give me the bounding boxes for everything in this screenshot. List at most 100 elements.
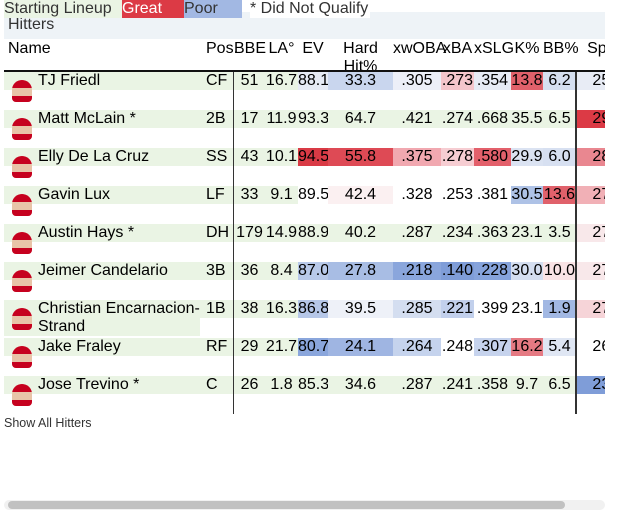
stat-cell: .273 bbox=[441, 72, 474, 91]
stat-cell: 2B bbox=[200, 110, 234, 129]
divider bbox=[575, 72, 577, 414]
stat-cell: .668 bbox=[474, 110, 511, 129]
column-header: Pos. bbox=[206, 40, 239, 57]
player-avatar bbox=[12, 80, 32, 102]
stat-cell: .285 bbox=[393, 300, 441, 319]
stat-cell: .421 bbox=[393, 110, 441, 129]
stat-cell: 40.2 bbox=[328, 224, 393, 243]
stat-cell: 28.4 bbox=[576, 148, 605, 167]
stat-cell: 23.1 bbox=[511, 224, 543, 243]
stat-cell: 9.1 bbox=[265, 186, 298, 205]
stat-cell: 23.9 bbox=[576, 376, 605, 395]
cap bbox=[12, 270, 32, 278]
player-avatar bbox=[12, 156, 32, 178]
stat-cell: 16.7 bbox=[265, 72, 298, 91]
stat-cell: 3B bbox=[200, 262, 234, 281]
stat-cell: 94.5 bbox=[298, 148, 330, 167]
stat-cell: 29.3 bbox=[576, 110, 605, 129]
player-name[interactable]: Jeimer Candelario bbox=[4, 262, 200, 281]
jersey bbox=[12, 324, 32, 330]
header-rule bbox=[4, 70, 605, 73]
stat-cell: 16.3 bbox=[265, 300, 298, 319]
player-name[interactable]: Jake Fraley bbox=[4, 338, 200, 357]
stat-cell: .253 bbox=[441, 186, 474, 205]
stat-cell: LF bbox=[200, 186, 234, 205]
stat-cell: 16.2 bbox=[511, 338, 543, 357]
stat-cell: SS bbox=[200, 148, 234, 167]
column-header: BB% bbox=[543, 40, 579, 57]
stat-cell: 42.4 bbox=[328, 186, 393, 205]
stat-cell: 30.5 bbox=[511, 186, 543, 205]
column-header: xBA bbox=[442, 40, 473, 57]
stat-cell: 14.9 bbox=[265, 224, 298, 243]
player-avatar bbox=[12, 194, 32, 216]
jersey bbox=[12, 134, 32, 140]
stat-cell: .248 bbox=[441, 338, 474, 357]
stat-cell: 29.9 bbox=[511, 148, 543, 167]
stat-cell: 8.4 bbox=[265, 262, 298, 281]
stat-cell: 23.1 bbox=[511, 300, 543, 319]
stat-cell: 9.7 bbox=[511, 376, 543, 395]
stat-cell: 38 bbox=[234, 300, 265, 319]
stat-cell: 64.7 bbox=[328, 110, 393, 129]
player-name[interactable]: Elly De La Cruz bbox=[4, 148, 200, 167]
player-avatar bbox=[12, 118, 32, 140]
stat-cell: DH bbox=[200, 224, 234, 243]
stat-cell: 43 bbox=[234, 148, 265, 167]
stat-cell: 6.5 bbox=[543, 376, 576, 395]
legend-item: Starting Lineup bbox=[4, 0, 122, 18]
stat-cell: 10.1 bbox=[265, 148, 298, 167]
legend-item: * Did Not Qualify bbox=[250, 0, 370, 18]
stat-cell: 13.6 bbox=[543, 186, 576, 205]
stat-cell: 39.5 bbox=[328, 300, 393, 319]
stat-cell: 27.1 bbox=[576, 224, 605, 243]
scrollbar-thumb[interactable] bbox=[8, 501, 565, 509]
stat-cell: 13.8 bbox=[511, 72, 543, 91]
stat-cell: .287 bbox=[393, 376, 441, 395]
player-name[interactable]: TJ Friedl bbox=[4, 72, 200, 91]
stat-cell: 30.0 bbox=[511, 262, 543, 281]
cap bbox=[12, 80, 32, 88]
stat-cell: .375 bbox=[393, 148, 441, 167]
stat-cell: 86.8 bbox=[298, 300, 330, 319]
stat-cell: 35.5 bbox=[511, 110, 543, 129]
show-all-link[interactable]: Show All Hitters bbox=[4, 416, 92, 430]
column-header: BBE bbox=[234, 40, 267, 57]
stat-cell: 87.0 bbox=[298, 262, 330, 281]
stat-cell: 88.1 bbox=[298, 72, 330, 91]
stat-cell: 6.0 bbox=[543, 148, 576, 167]
stat-cell: 80.7 bbox=[298, 338, 330, 357]
column-header: LA° bbox=[268, 40, 295, 57]
jersey bbox=[12, 362, 32, 368]
stat-cell: 6.2 bbox=[543, 72, 576, 91]
cap bbox=[12, 194, 32, 202]
stat-cell: .363 bbox=[474, 224, 511, 243]
player-name[interactable]: Gavin Lux bbox=[4, 186, 200, 205]
player-name[interactable]: Matt McLain * bbox=[4, 110, 200, 129]
stat-cell: .328 bbox=[393, 186, 441, 205]
stat-cell: 27.1 bbox=[576, 262, 605, 281]
stat-cell: .381 bbox=[474, 186, 511, 205]
stat-cell: 6.5 bbox=[543, 110, 576, 129]
jersey bbox=[12, 172, 32, 178]
player-avatar bbox=[12, 270, 32, 292]
stat-cell: 11.9 bbox=[265, 110, 298, 129]
jersey bbox=[12, 400, 32, 406]
player-name[interactable]: Austin Hays * bbox=[4, 224, 200, 243]
stat-cell: .140 bbox=[441, 262, 474, 281]
stat-cell: 27.5 bbox=[576, 300, 605, 319]
stat-cell: .228 bbox=[474, 262, 511, 281]
column-header: K% bbox=[514, 40, 540, 57]
stat-cell: 27.8 bbox=[576, 186, 605, 205]
player-name[interactable]: Christian Encarnacion-Strand bbox=[4, 300, 200, 337]
cap bbox=[12, 232, 32, 240]
cap bbox=[12, 384, 32, 392]
stat-cell: 1B bbox=[200, 300, 234, 319]
player-avatar bbox=[12, 308, 32, 330]
column-header: xSLG bbox=[474, 40, 515, 57]
player-name[interactable]: Jose Trevino * bbox=[4, 376, 200, 395]
stat-cell: .287 bbox=[393, 224, 441, 243]
stat-cell: .580 bbox=[474, 148, 511, 167]
jersey bbox=[12, 210, 32, 216]
